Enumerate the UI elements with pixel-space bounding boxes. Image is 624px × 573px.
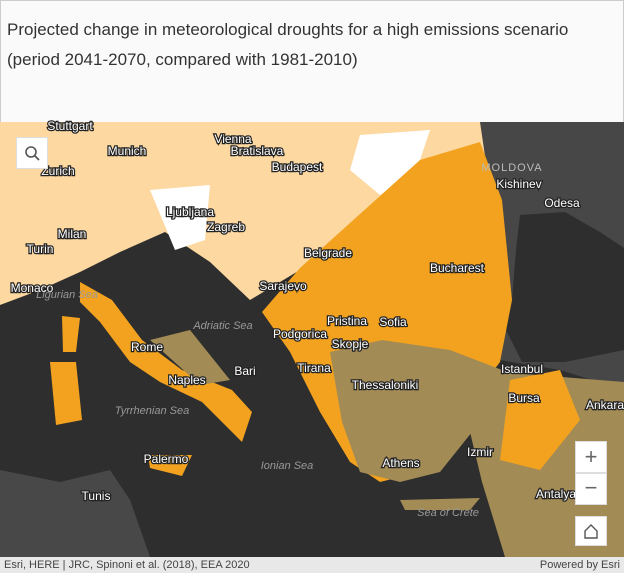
- region-high: [150, 330, 230, 385]
- region-medium: [80, 282, 252, 442]
- powered-by: Powered by Esri: [539, 559, 620, 571]
- home-icon: [584, 524, 598, 539]
- place-label: Istanbul: [501, 362, 543, 376]
- region-none: [150, 185, 210, 250]
- region-none: [350, 130, 430, 195]
- place-label: Naples: [168, 373, 205, 387]
- country-label: MOLDOVA: [481, 162, 542, 174]
- sea-label: Sea of Crete: [417, 507, 479, 519]
- place-label: Budapest: [272, 160, 323, 174]
- place-label: Belgrade: [304, 246, 352, 260]
- land: [0, 470, 150, 557]
- place-label: Bari: [234, 364, 255, 378]
- sea-label: Ionian Sea: [261, 460, 314, 472]
- region-medium: [500, 370, 580, 470]
- place-label: Bratislava: [231, 144, 284, 158]
- place-label: Antalya: [536, 487, 576, 501]
- region-medium: [148, 455, 192, 476]
- place-label: Bucharest: [430, 261, 485, 275]
- place-label: Stuttgart: [47, 119, 93, 133]
- place-label: Kishinev: [496, 177, 541, 191]
- place-label: Odesa: [544, 196, 580, 210]
- place-label: Ankara: [586, 398, 624, 412]
- place-label: Monaco: [11, 281, 54, 295]
- sea-label: Adriatic Sea: [192, 320, 252, 332]
- region-high: [330, 340, 502, 482]
- place-label: Pristina: [327, 314, 367, 328]
- zoom-in[interactable]: +: [575, 441, 607, 473]
- zoom-out[interactable]: −: [575, 473, 607, 505]
- place-label: Sofia: [379, 315, 407, 329]
- region-high: [400, 498, 480, 510]
- place-label: Thessaloniki: [352, 378, 419, 392]
- place-label: Bursa: [508, 391, 540, 405]
- search-button[interactable]: [16, 137, 48, 169]
- header: Projected change in meteorological droug…: [0, 0, 624, 123]
- region-medium: [62, 316, 80, 352]
- attribution: Esri, HERE | JRC, Spinoni et al. (2018),…: [4, 559, 250, 571]
- place-label: Vienna: [214, 132, 251, 146]
- place-label: Munich: [108, 144, 147, 158]
- place-label: Podgorica: [273, 327, 327, 341]
- sea-label: Ligurian Sea: [36, 289, 98, 301]
- black-sea: [506, 212, 624, 362]
- place-label: Zagreb: [207, 220, 245, 234]
- map-layer: [0, 122, 624, 557]
- place-label: Tunis: [82, 489, 111, 503]
- place-label: Zurich: [41, 164, 74, 178]
- attribution-bar: Esri, HERE | JRC, Spinoni et al. (2018),…: [0, 557, 624, 573]
- home-button[interactable]: [575, 516, 607, 546]
- place-label: Skopje: [332, 337, 369, 351]
- place-label: Izmir: [467, 445, 493, 459]
- place-label: Athens: [382, 456, 419, 470]
- title: Projected change in meteorological droug…: [7, 20, 569, 39]
- place-label: Ljubljana: [166, 205, 214, 219]
- place-label: Rome: [131, 340, 163, 354]
- place-label: Palermo: [144, 452, 189, 466]
- sea-label: Tyrrhenian Sea: [115, 405, 189, 417]
- subtitle: (period 2041-2070, compared with 1981-20…: [7, 50, 358, 69]
- search-icon: [25, 146, 40, 161]
- place-label: Sarajevo: [259, 279, 307, 293]
- place-label: Tirana: [297, 361, 331, 375]
- region-medium: [50, 362, 82, 425]
- place-label: Milan: [58, 227, 87, 241]
- place-label: Turin: [27, 242, 54, 256]
